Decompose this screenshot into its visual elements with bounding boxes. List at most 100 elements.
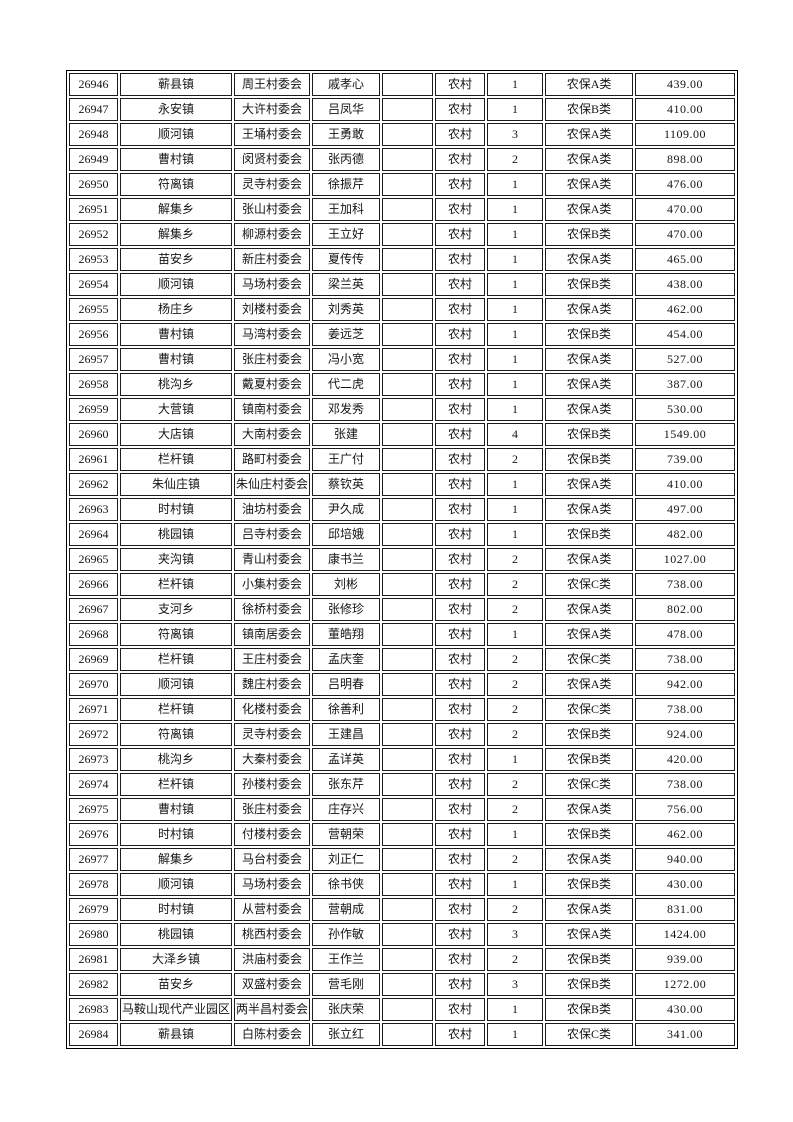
cell-spacer <box>382 448 434 471</box>
cell-residence: 农村 <box>435 873 486 896</box>
cell-residence: 农村 <box>435 398 486 421</box>
cell-count: 2 <box>487 598 544 621</box>
cell-category: 农保A类 <box>545 373 634 396</box>
cell-spacer <box>382 248 434 271</box>
cell-count: 3 <box>487 123 544 146</box>
cell-count: 2 <box>487 698 544 721</box>
cell-town: 解集乡 <box>120 198 233 221</box>
cell-serial: 26951 <box>69 198 118 221</box>
cell-amount: 420.00 <box>635 748 736 771</box>
cell-name: 徐书侠 <box>312 873 381 896</box>
cell-amount: 410.00 <box>635 98 736 121</box>
cell-residence: 农村 <box>435 923 486 946</box>
cell-residence: 农村 <box>435 598 486 621</box>
table-row: 26961 栏杆镇 路町村委会 王广付 农村 2 农保B类 739.00 <box>69 448 736 471</box>
cell-town: 顺河镇 <box>120 123 233 146</box>
cell-serial: 26961 <box>69 448 118 471</box>
cell-category: 农保A类 <box>545 248 634 271</box>
cell-serial: 26967 <box>69 598 118 621</box>
cell-town: 时村镇 <box>120 498 233 521</box>
cell-count: 1 <box>487 623 544 646</box>
cell-amount: 940.00 <box>635 848 736 871</box>
cell-amount: 465.00 <box>635 248 736 271</box>
table-row: 26957 曹村镇 张庄村委会 冯小宽 农村 1 农保A类 527.00 <box>69 348 736 371</box>
cell-village: 镇南村委会 <box>234 398 311 421</box>
cell-serial: 26959 <box>69 398 118 421</box>
cell-name: 冯小宽 <box>312 348 381 371</box>
cell-village: 小集村委会 <box>234 573 311 596</box>
cell-residence: 农村 <box>435 548 486 571</box>
cell-town: 桃沟乡 <box>120 373 233 396</box>
cell-amount: 831.00 <box>635 898 736 921</box>
cell-category: 农保B类 <box>545 823 634 846</box>
table-row: 26968 符离镇 镇南居委会 董皓翔 农村 1 农保A类 478.00 <box>69 623 736 646</box>
cell-spacer <box>382 623 434 646</box>
cell-count: 1 <box>487 398 544 421</box>
table-body: 26946 蕲县镇 周王村委会 戚孝心 农村 1 农保A类 439.00 26947 永安镇 大许村… <box>69 73 736 1046</box>
cell-count: 2 <box>487 948 544 971</box>
cell-amount: 738.00 <box>635 698 736 721</box>
cell-name: 夏传传 <box>312 248 381 271</box>
table-row: 26959 大营镇 镇南村委会 邓发秀 农村 1 农保A类 530.00 <box>69 398 736 421</box>
cell-residence: 农村 <box>435 698 486 721</box>
cell-residence: 农村 <box>435 673 486 696</box>
cell-count: 1 <box>487 473 544 496</box>
cell-count: 1 <box>487 248 544 271</box>
cell-name: 刘秀英 <box>312 298 381 321</box>
cell-spacer <box>382 423 434 446</box>
cell-category: 农保B类 <box>545 748 634 771</box>
cell-count: 1 <box>487 223 544 246</box>
cell-amount: 738.00 <box>635 573 736 596</box>
cell-serial: 26953 <box>69 248 118 271</box>
cell-town: 解集乡 <box>120 848 233 871</box>
cell-serial: 26947 <box>69 98 118 121</box>
cell-amount: 439.00 <box>635 73 736 96</box>
cell-serial: 26979 <box>69 898 118 921</box>
cell-town: 蕲县镇 <box>120 1023 233 1046</box>
cell-count: 1 <box>487 823 544 846</box>
cell-count: 2 <box>487 773 544 796</box>
cell-amount: 430.00 <box>635 998 736 1021</box>
cell-name: 王作兰 <box>312 948 381 971</box>
cell-village: 刘楼村委会 <box>234 298 311 321</box>
cell-residence: 农村 <box>435 748 486 771</box>
cell-residence: 农村 <box>435 148 486 171</box>
cell-amount: 756.00 <box>635 798 736 821</box>
cell-serial: 26980 <box>69 923 118 946</box>
cell-name: 姜远芝 <box>312 323 381 346</box>
cell-count: 1 <box>487 73 544 96</box>
cell-village: 大秦村委会 <box>234 748 311 771</box>
cell-residence: 农村 <box>435 323 486 346</box>
cell-residence: 农村 <box>435 373 486 396</box>
cell-residence: 农村 <box>435 848 486 871</box>
cell-amount: 738.00 <box>635 648 736 671</box>
cell-spacer <box>382 898 434 921</box>
cell-category: 农保A类 <box>545 598 634 621</box>
cell-amount: 462.00 <box>635 298 736 321</box>
table-row: 26963 时村镇 油坊村委会 尹久成 农村 1 农保A类 497.00 <box>69 498 736 521</box>
table-row: 26980 桃园镇 桃西村委会 孙作敏 农村 3 农保A类 1424.00 <box>69 923 736 946</box>
cell-town: 栏杆镇 <box>120 448 233 471</box>
cell-serial: 26973 <box>69 748 118 771</box>
cell-town: 桃沟乡 <box>120 748 233 771</box>
cell-amount: 438.00 <box>635 273 736 296</box>
cell-category: 农保A类 <box>545 123 634 146</box>
cell-village: 马场村委会 <box>234 873 311 896</box>
cell-residence: 农村 <box>435 798 486 821</box>
cell-amount: 430.00 <box>635 873 736 896</box>
cell-town: 杨庄乡 <box>120 298 233 321</box>
cell-amount: 942.00 <box>635 673 736 696</box>
cell-spacer <box>382 723 434 746</box>
cell-name: 孙作敏 <box>312 923 381 946</box>
cell-category: 农保B类 <box>545 323 634 346</box>
cell-residence: 农村 <box>435 998 486 1021</box>
cell-serial: 26950 <box>69 173 118 196</box>
cell-count: 1 <box>487 373 544 396</box>
cell-town: 支河乡 <box>120 598 233 621</box>
cell-village: 朱仙庄村委会 <box>234 473 311 496</box>
cell-serial: 26972 <box>69 723 118 746</box>
cell-village: 两半昌村委会 <box>234 998 311 1021</box>
cell-town: 曹村镇 <box>120 798 233 821</box>
table-row: 26955 杨庄乡 刘楼村委会 刘秀英 农村 1 农保A类 462.00 <box>69 298 736 321</box>
cell-serial: 26958 <box>69 373 118 396</box>
